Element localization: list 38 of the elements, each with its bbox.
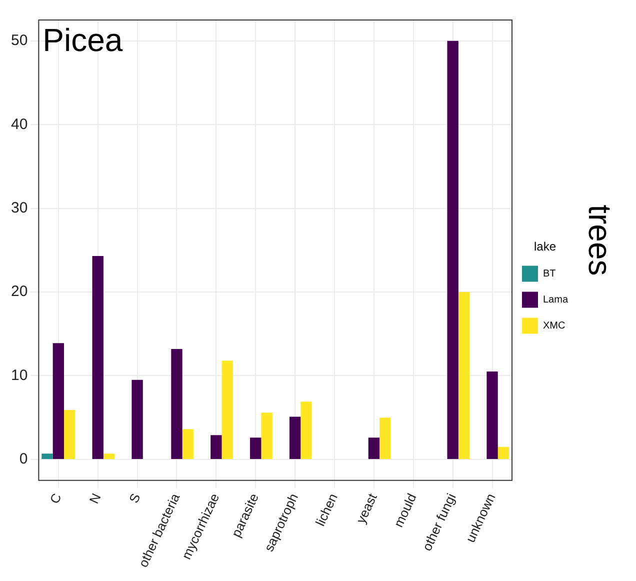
y-tick-label: 10 [10,366,28,384]
bar [458,292,470,459]
bar [250,438,262,459]
bar [368,438,380,459]
bar [52,343,64,459]
legend-label: XMC [542,320,566,332]
legend-label: Lama [542,294,568,306]
y2-axis-title: trees [582,204,618,276]
bar [486,372,498,459]
y-tick-label: 0 [19,450,28,468]
bar [92,256,104,459]
bar [171,348,182,459]
bar [132,380,143,459]
x-tick-label: yeast [353,490,380,526]
x-tick-label: N [86,491,104,506]
y-tick-label: 50 [10,32,28,50]
bar [182,429,194,459]
bar [210,435,222,459]
bar [261,412,272,459]
bar [447,40,458,459]
bar [300,402,312,459]
x-tick-label: S [126,490,144,506]
x-tick-label: other fungi [419,491,459,554]
legend-label: BT [542,268,556,280]
bar [64,410,76,459]
bar [222,360,233,459]
y-tick-label: 30 [10,199,28,216]
bar [380,418,391,459]
bar [498,446,510,459]
x-tick-label: mould [390,491,420,530]
y-tick-label: 40 [10,116,28,133]
y-tick-label: 20 [10,283,28,300]
chart-title: Picea [42,22,123,58]
bar [289,416,301,459]
bar [103,454,115,459]
legend-title: lake [534,240,556,254]
x-tick-label: C [46,491,64,506]
bar [42,454,53,459]
